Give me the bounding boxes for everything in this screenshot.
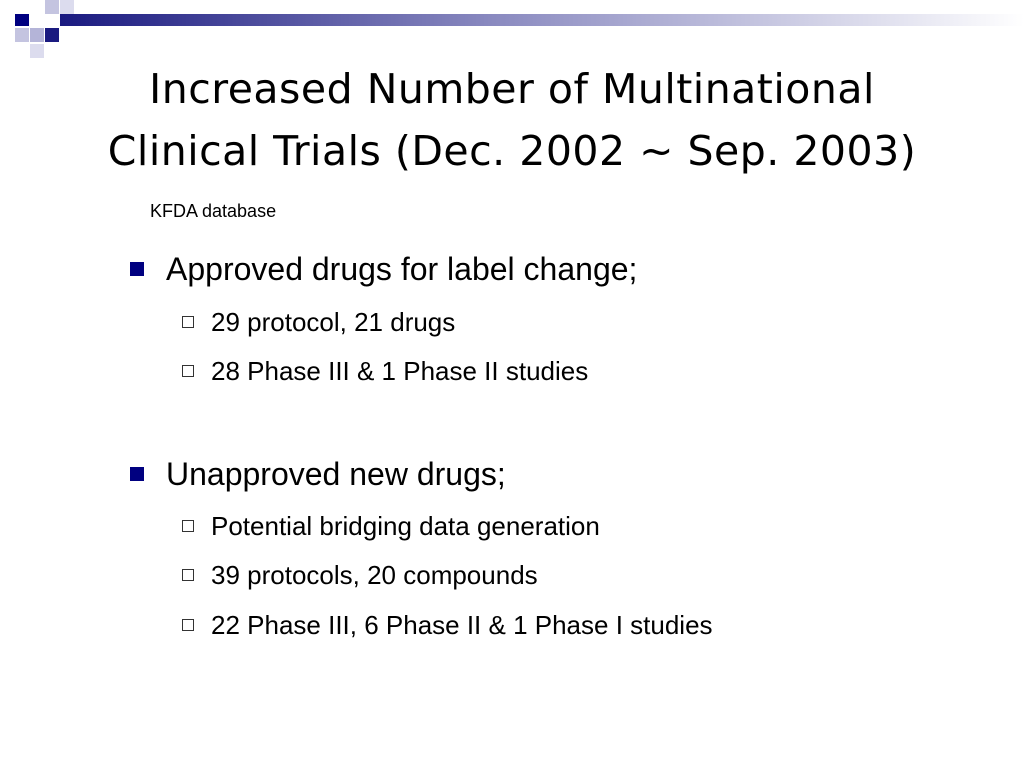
slide-title-line-2: Clinical Trials (Dec. 2002 ~ Sep. 2003) [107, 127, 917, 175]
sub-bullet-text: 39 protocols, 20 compounds [211, 560, 538, 590]
deco-square-dark-2 [45, 28, 59, 42]
sub-bullet-text: 29 protocol, 21 drugs [211, 307, 456, 337]
hollow-square-bullet-icon [182, 316, 194, 328]
hollow-square-bullet-icon [182, 520, 194, 532]
slide-title: Increased Number of Multinational Clinic… [0, 58, 1024, 182]
sub-bullet-text: 22 Phase III, 6 Phase II & 1 Phase I stu… [211, 610, 713, 640]
deco-square-light-2 [60, 0, 74, 14]
source-note: KFDA database [150, 201, 277, 221]
slide-title-line-1: Increased Number of Multinational [149, 65, 875, 113]
deco-square-light-3 [15, 28, 29, 42]
hollow-square-bullet-icon [182, 365, 194, 377]
deco-square-light-5 [30, 44, 44, 58]
square-bullet-icon [130, 262, 144, 276]
deco-square-dark-1 [15, 14, 29, 26]
bullet-text: Unapproved new drugs; [166, 456, 506, 492]
header-decoration [15, 0, 1024, 58]
hollow-square-bullet-icon [182, 569, 194, 581]
deco-square-light-1 [45, 0, 59, 14]
bullet-text: Approved drugs for label change; [166, 251, 638, 287]
sub-bullet-text: 28 Phase III & 1 Phase II studies [211, 356, 589, 386]
sub-bullet-text: Potential bridging data generation [211, 511, 600, 541]
square-bullet-icon [130, 467, 144, 481]
deco-square-light-4 [30, 28, 44, 42]
header-gradient-bar [60, 14, 1024, 26]
hollow-square-bullet-icon [182, 619, 194, 631]
